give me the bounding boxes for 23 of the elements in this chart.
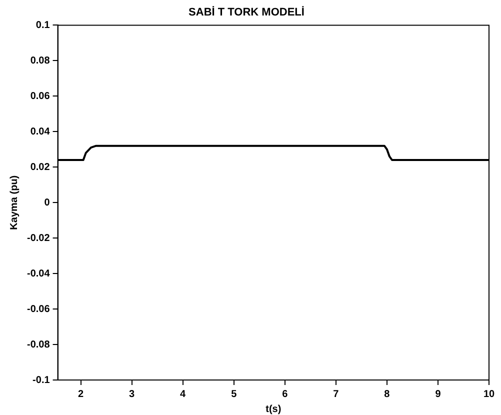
y-tick-label: 0.06 xyxy=(30,90,50,102)
y-tick-label: 0.1 xyxy=(36,20,50,31)
y-tick-label: -0.06 xyxy=(26,304,50,315)
y-tick-label: -0.02 xyxy=(26,232,50,244)
y-tick-label: 0.02 xyxy=(30,162,50,173)
y-tick-label: 0.04 xyxy=(30,126,50,138)
x-tick-label: 9 xyxy=(435,388,442,400)
y-tick-label: -0.04 xyxy=(26,268,50,280)
y-tick-label: -0.08 xyxy=(26,339,50,350)
x-tick-label: 6 xyxy=(282,388,288,400)
x-tick-label: 10 xyxy=(483,388,495,400)
y-tick-label: -0.1 xyxy=(32,374,50,386)
x-tick-label: 2 xyxy=(78,388,84,400)
y-tick-label: 0 xyxy=(44,197,50,208)
x-tick-label: 4 xyxy=(180,388,186,400)
x-tick-label: 5 xyxy=(231,388,238,400)
x-tick-label: 8 xyxy=(384,388,390,400)
x-tick-label: 3 xyxy=(129,388,136,400)
x-tick-label: 7 xyxy=(333,388,340,400)
y-tick-label: 0.08 xyxy=(30,55,50,66)
chart-title: SABİ T TORK MODELİ xyxy=(188,6,304,19)
y-axis-title: Kayma (pu) xyxy=(8,175,20,230)
x-axis-title: t(s) xyxy=(266,404,282,415)
